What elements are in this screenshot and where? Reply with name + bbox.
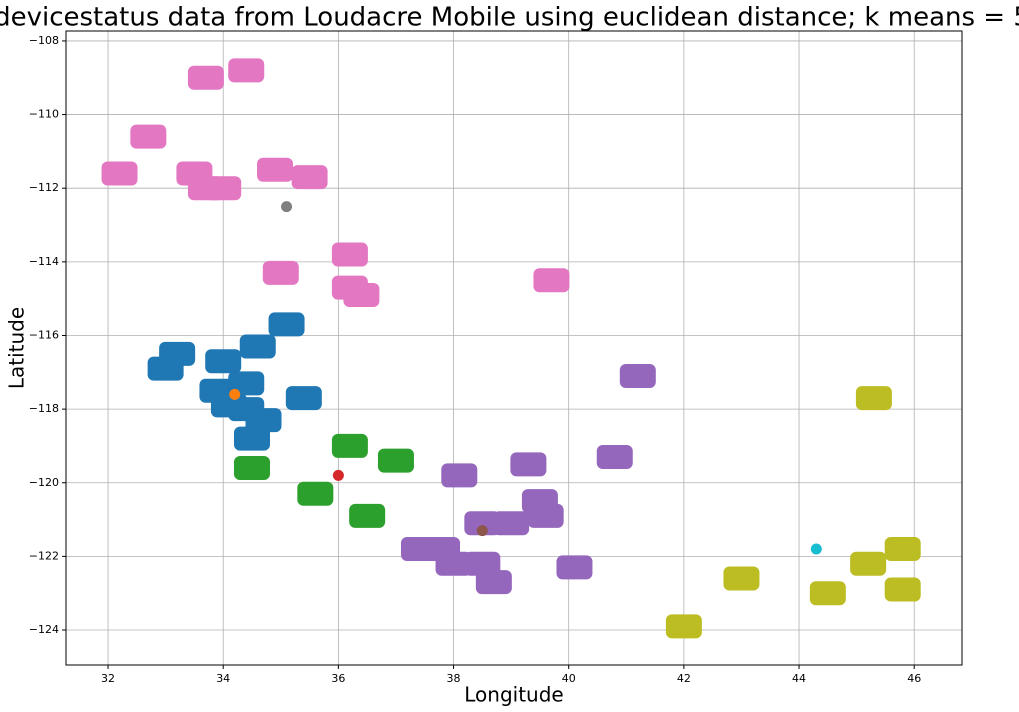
point-cluster [441,463,478,488]
y-tick-label: −118 [29,402,59,415]
point-cluster [262,260,299,285]
y-tick-label: −108 [29,34,59,47]
point-cluster [377,448,414,473]
point-cluster [291,165,328,190]
y-tick-label: −122 [29,549,59,562]
point-cluster [884,577,921,602]
point-cluster [533,268,570,293]
point-cluster [245,408,282,433]
x-tick-label: 36 [331,672,345,685]
x-tick-label: 42 [677,672,691,685]
x-tick-label: 44 [792,672,806,685]
point-cluster [233,426,270,451]
point-cluster [556,555,593,580]
point-cluster [205,176,242,201]
point-cluster [884,537,921,562]
x-tick-label: 38 [447,672,461,685]
point-cluster [596,444,633,469]
point-cluster [855,386,892,411]
point-cluster [285,386,322,411]
point-cluster [665,614,702,639]
cluster-center [810,543,822,555]
point-cluster [331,242,368,267]
point-cluster [464,511,501,536]
plot-frame [65,30,963,666]
point-cluster [101,161,138,186]
y-tick-label: −112 [29,181,59,194]
point-cluster [343,282,380,307]
point-cluster [493,511,530,536]
x-axis-label: Longitude [464,683,563,707]
point-cluster [268,312,305,337]
point-cluster [205,349,242,374]
y-tick-label: −116 [29,328,59,341]
point-cluster [510,452,547,477]
point-cluster [297,481,334,506]
point-cluster [435,551,472,576]
point-cluster [331,433,368,458]
cluster-center [281,201,293,213]
point-cluster [130,124,167,149]
point-cluster [228,58,265,83]
y-tick-label: −120 [29,476,59,489]
point-cluster [187,65,224,90]
point-cluster [809,581,846,606]
point-cluster [850,551,887,576]
point-cluster [619,363,656,388]
cluster-center [229,388,241,400]
x-tick-label: 40 [562,672,576,685]
point-cluster [233,456,270,481]
point-cluster [349,503,386,528]
cluster-center [332,469,344,481]
x-tick-label: 46 [907,672,921,685]
point-cluster [475,570,512,595]
y-tick-label: −114 [29,255,59,268]
x-tick-label: 34 [216,672,230,685]
point-cluster [464,551,501,576]
point-cluster [257,157,294,182]
y-axis-label: Latitude [5,307,29,389]
point-cluster [723,566,760,591]
y-tick-label: −110 [29,108,59,121]
chart-title: devicestatus data from Loudacre Mobile u… [0,3,1019,33]
cluster-center [476,525,488,537]
x-tick-label: 32 [101,672,115,685]
y-tick-label: −124 [29,623,59,636]
point-cluster [228,371,265,396]
point-cluster [527,503,564,528]
point-cluster [147,356,184,381]
point-cluster [239,334,276,359]
